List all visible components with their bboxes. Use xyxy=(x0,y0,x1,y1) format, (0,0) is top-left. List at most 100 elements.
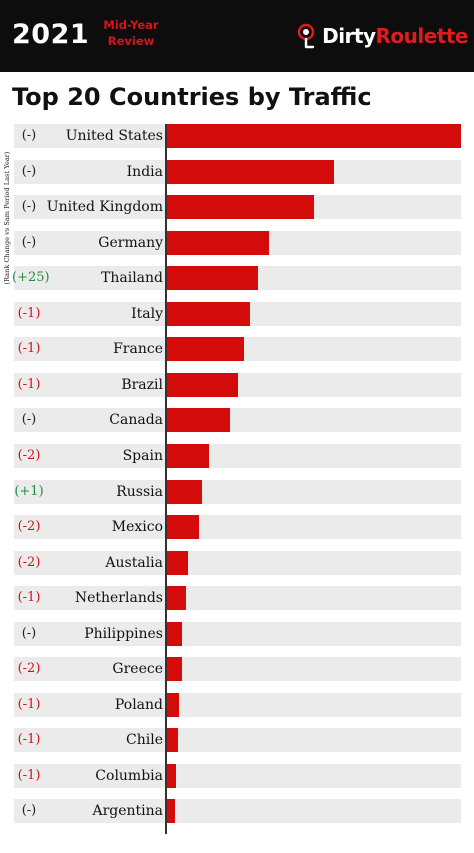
bar xyxy=(166,372,238,397)
country-label: Germany xyxy=(98,234,163,251)
country-label: Austalia xyxy=(105,554,163,571)
bar-row: (-) Germany xyxy=(0,230,474,255)
country-label: United Kingdom xyxy=(46,199,163,216)
chart-title: Top 20 Countries by Traffic xyxy=(12,83,372,111)
country-label: Columbia xyxy=(95,767,163,784)
rank-change-label: (-) xyxy=(21,128,37,143)
country-label: United States xyxy=(65,128,163,144)
rank-change-label: (-) xyxy=(21,199,37,215)
bar xyxy=(166,124,461,148)
bar-row: (-) Philippines xyxy=(0,621,474,646)
bar-row-background xyxy=(14,621,461,646)
bar-row-background xyxy=(14,728,461,753)
bar-row: (+1) Russia xyxy=(0,479,474,504)
bar xyxy=(166,763,176,788)
country-label: Canada xyxy=(109,412,163,429)
bar xyxy=(166,479,203,504)
bar-row: (-1) Poland xyxy=(0,692,474,717)
country-label: Thailand xyxy=(101,270,163,287)
rank-change-label: (+25) xyxy=(12,270,50,286)
country-label: Poland xyxy=(114,696,163,713)
report-year: 2021 xyxy=(12,19,90,50)
country-label: Chile xyxy=(126,732,163,749)
bar-row: (-2) Austalia xyxy=(0,550,474,575)
bar-row: (-2) Mexico xyxy=(0,515,474,539)
bar-row-background xyxy=(14,586,461,611)
bar-row-background xyxy=(14,479,461,504)
bar-row: (-2) Greece xyxy=(0,657,474,682)
country-label: Mexico xyxy=(111,519,163,535)
bar-row: (-1) Italy xyxy=(0,301,474,326)
bar-row-background xyxy=(14,763,461,788)
bar xyxy=(166,692,179,717)
bar xyxy=(166,337,244,362)
country-label: Spain xyxy=(122,447,163,464)
bar xyxy=(166,586,186,611)
rank-change-label: (-) xyxy=(21,803,37,819)
bar xyxy=(166,266,258,291)
rank-change-label: (+1) xyxy=(14,483,44,499)
rank-change-label: (-2) xyxy=(17,661,41,677)
bar xyxy=(166,159,335,184)
bar-row: (-1) Chile xyxy=(0,728,474,753)
brand-name-dirty: Dirty xyxy=(322,24,376,48)
country-label: Italy xyxy=(131,305,163,322)
chart-axis-line xyxy=(165,124,167,834)
country-label: Netherlands xyxy=(74,590,163,607)
brand-name-roulette: Roulette xyxy=(375,24,469,48)
bar-row: (-) United States xyxy=(0,124,474,148)
bar-row-background xyxy=(14,657,461,682)
country-label: France xyxy=(113,341,163,358)
bar-row-background xyxy=(14,443,461,468)
bar-row-background xyxy=(14,550,461,575)
bar xyxy=(166,621,183,646)
bar xyxy=(166,443,209,468)
bar xyxy=(166,408,231,433)
bar xyxy=(166,515,199,539)
bar-row-background xyxy=(14,799,461,824)
header-bar: 2021 Mid-Year Review Dirty Roulette xyxy=(0,0,474,72)
rank-change-label: (-1) xyxy=(17,376,41,392)
bar-row: (-1) Brazil xyxy=(0,372,474,397)
country-label: Argentina xyxy=(92,803,163,820)
bar xyxy=(166,195,314,220)
rank-change-label: (-1) xyxy=(17,590,41,606)
rank-change-label: (-1) xyxy=(17,732,41,748)
rank-change-label: (-) xyxy=(21,234,37,250)
bar-row: (-) United Kingdom xyxy=(0,195,474,220)
bar xyxy=(166,230,269,255)
bar-row: (-1) France xyxy=(0,337,474,362)
rank-change-label: (-1) xyxy=(17,696,41,712)
bar xyxy=(166,550,188,575)
bar-row: (+25) Thailand xyxy=(0,266,474,291)
bar-row-background xyxy=(14,692,461,717)
report-subtitle: Mid-Year Review xyxy=(103,18,159,48)
rank-change-label: (-2) xyxy=(17,554,41,570)
bar-row-background xyxy=(14,408,461,433)
rank-change-label: (-1) xyxy=(17,341,41,357)
country-label: Greece xyxy=(112,661,163,678)
rank-change-label: (-2) xyxy=(17,447,41,463)
bar-row: (-) Canada xyxy=(0,408,474,433)
bar-row: (-1) Columbia xyxy=(0,763,474,788)
bar xyxy=(166,301,251,326)
rank-change-label: (-1) xyxy=(17,305,41,321)
country-label: Philippines xyxy=(84,625,163,642)
rank-change-label: (-1) xyxy=(17,767,41,783)
bar-row: (-1) Netherlands xyxy=(0,586,474,611)
bar xyxy=(166,657,182,682)
bar-row: (-) Argentina xyxy=(0,799,474,824)
rank-change-label: (-2) xyxy=(17,519,41,534)
rank-change-label: (-) xyxy=(21,163,37,179)
bar-row: (-) India xyxy=(0,159,474,184)
brand-logo: Dirty Roulette xyxy=(297,20,469,52)
country-label: Russia xyxy=(116,483,163,500)
country-label: India xyxy=(126,163,163,180)
rank-change-label: (-) xyxy=(21,625,37,641)
map-pin-icon xyxy=(297,23,315,49)
country-label: Brazil xyxy=(121,376,163,393)
bar xyxy=(166,799,176,824)
bar xyxy=(166,728,179,753)
rank-change-label: (-) xyxy=(21,412,37,428)
